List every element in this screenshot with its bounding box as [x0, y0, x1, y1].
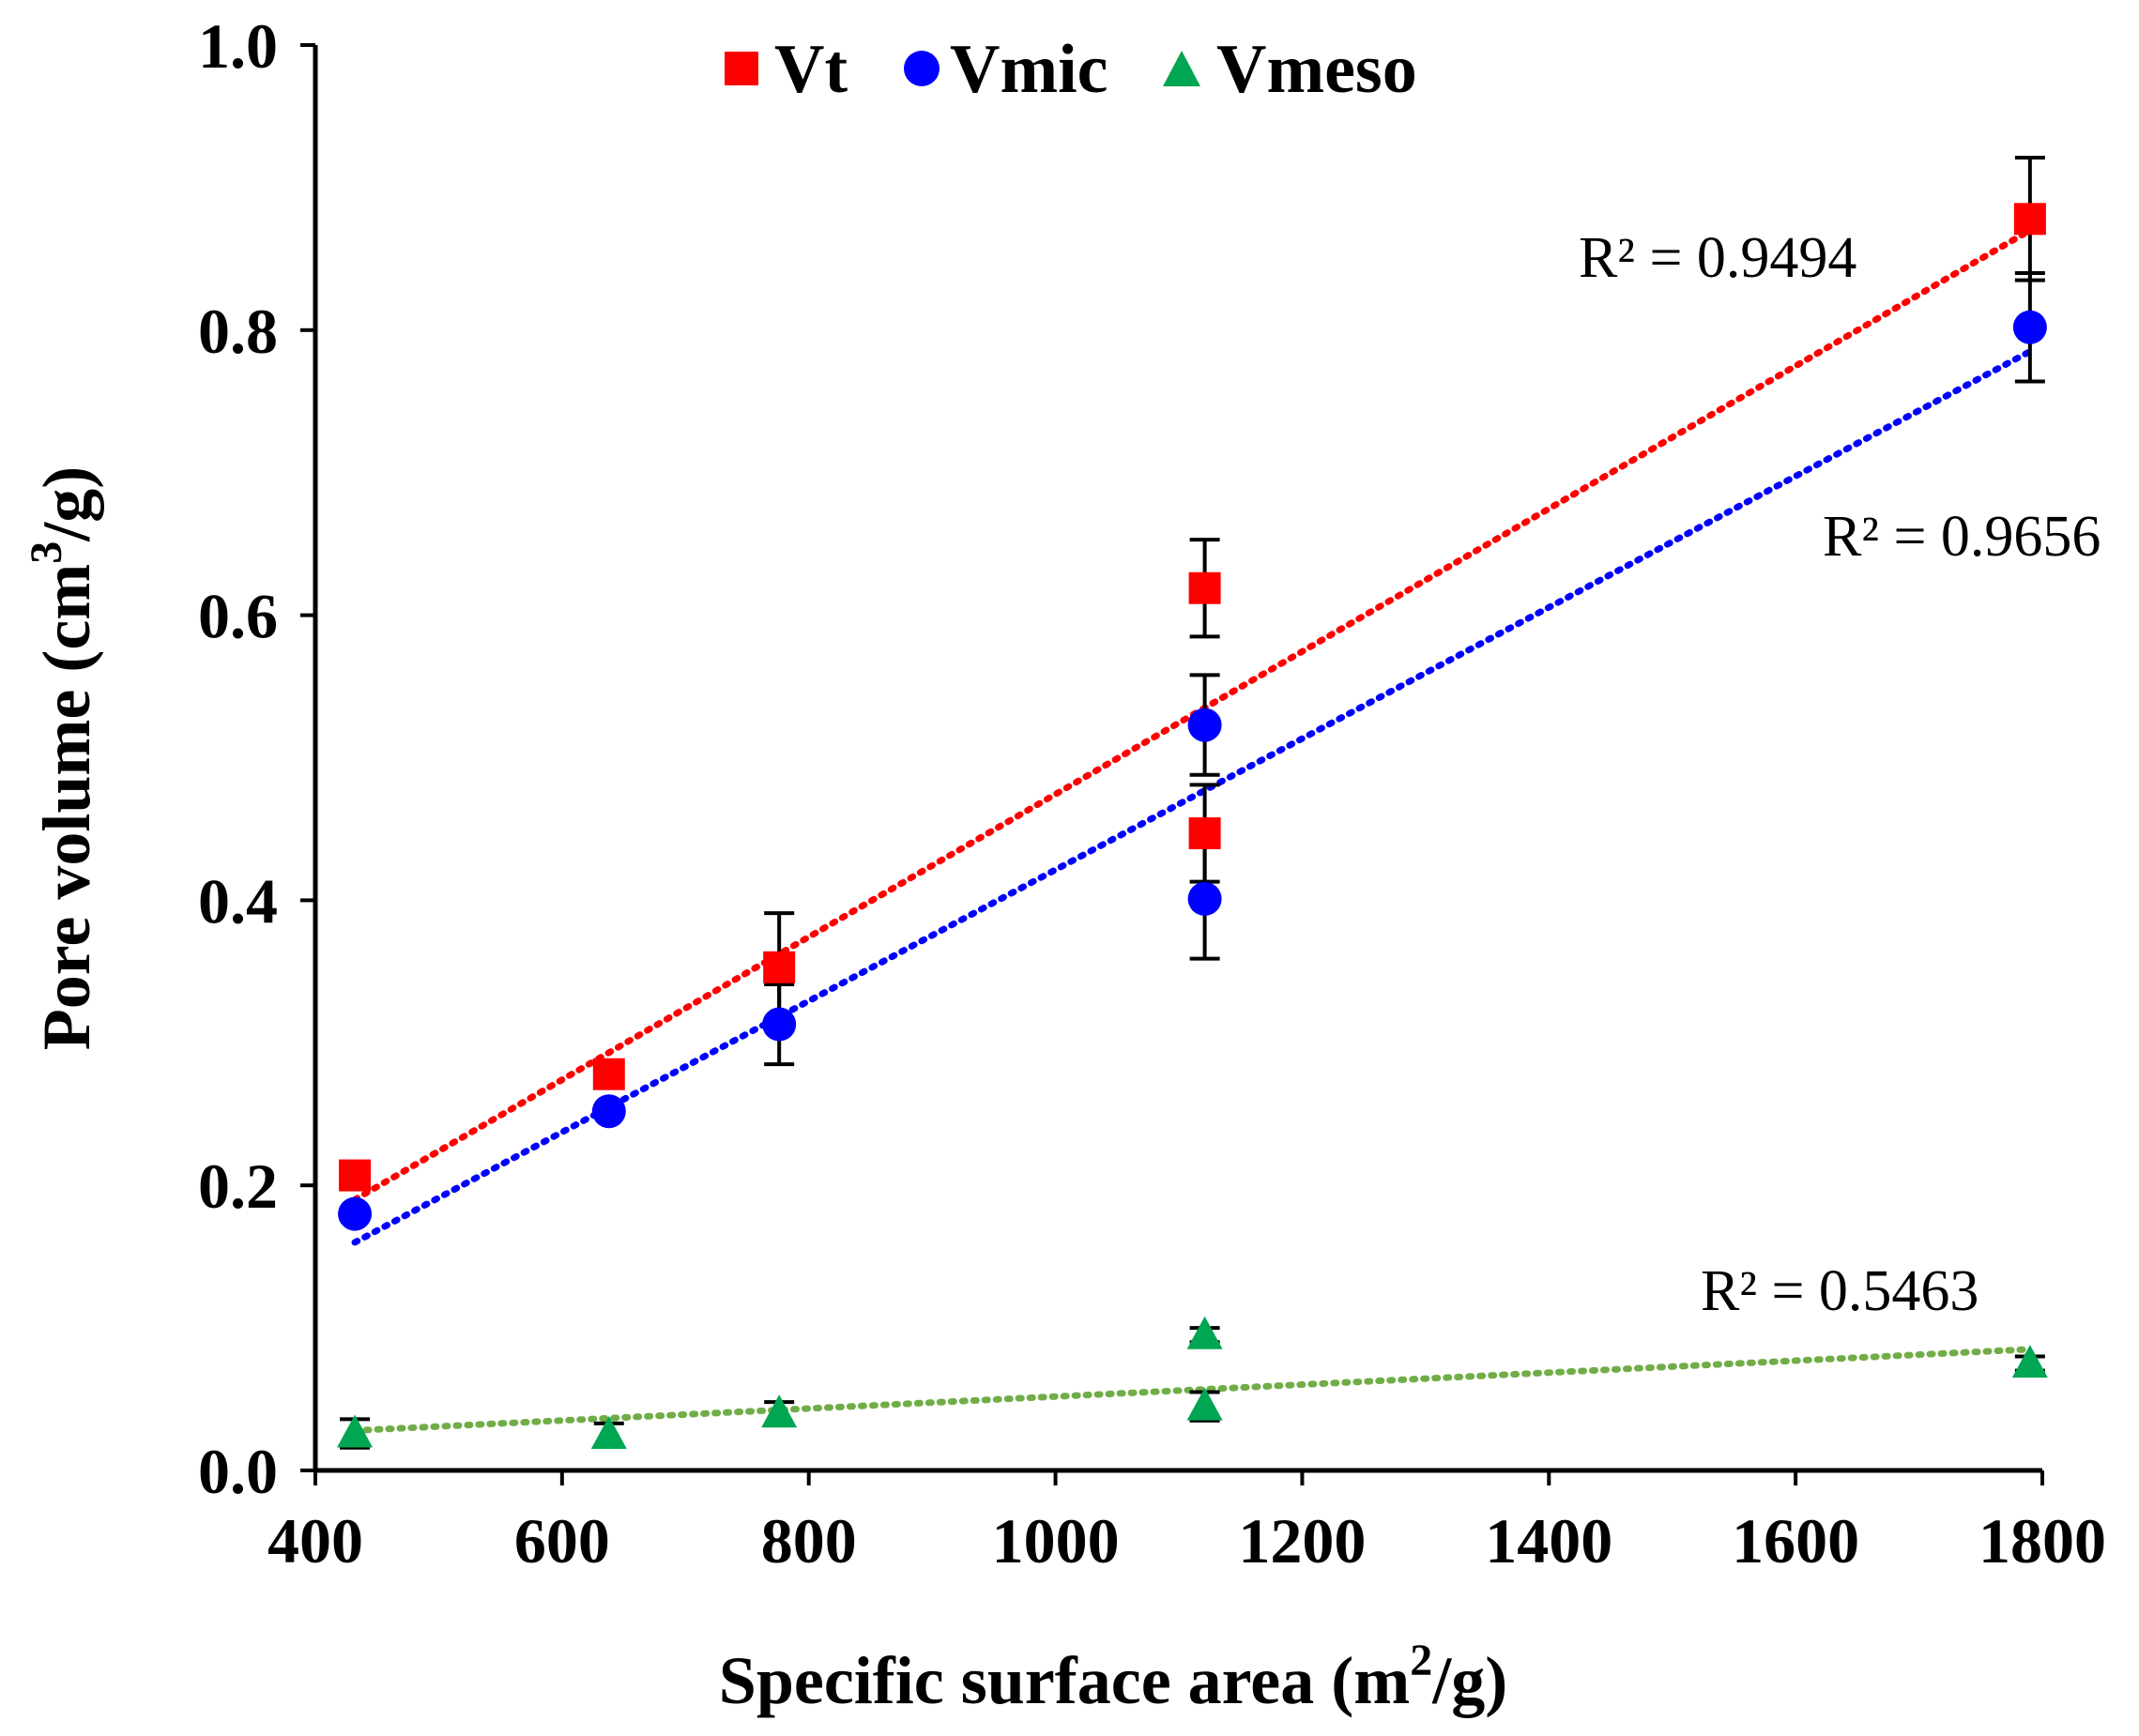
x-tick-label: 800: [761, 1505, 857, 1576]
legend-marker-vmic: [904, 51, 940, 86]
trendline-vmic: [351, 348, 2034, 1246]
point-vt: [1188, 571, 1221, 604]
ticks: [300, 43, 2044, 1485]
point-vmic: [591, 1094, 626, 1129]
axes: [313, 45, 2042, 1473]
y-tick-label: 0.6: [198, 581, 278, 652]
y-axis-title: Pore volume (cm3/g): [22, 466, 104, 1050]
legend-label-vmeso: Vmeso: [1216, 31, 1417, 108]
point-vt: [763, 951, 796, 983]
point-vmeso: [2011, 1345, 2048, 1378]
point-vmic: [1187, 881, 1222, 916]
error-bars: [340, 156, 2045, 1450]
point-vmic: [2012, 310, 2047, 344]
point-vmic: [1187, 708, 1222, 742]
x-axis-title: Specific surface area (m2/g): [719, 1636, 1507, 1718]
legend-marker-vmeso: [1163, 51, 1200, 86]
legend: Vt Vmic Vmeso: [725, 31, 1417, 108]
x-tick-label: 1000: [992, 1505, 1120, 1576]
y-tick-label: 0.0: [198, 1436, 278, 1507]
point-vt: [1188, 817, 1221, 850]
y-tick-label: 1.0: [198, 10, 278, 82]
x-tick-label: 1200: [1238, 1505, 1366, 1576]
y-tick-label: 0.2: [198, 1150, 278, 1222]
trendline-vmeso: [351, 1346, 2034, 1434]
point-vt: [2013, 203, 2046, 236]
data-markers: [337, 203, 2048, 1450]
point-vmeso: [1186, 1316, 1223, 1349]
legend-label-vt: Vt: [774, 31, 848, 108]
x-tick-label: 1600: [1732, 1505, 1859, 1576]
y-tick-label: 0.4: [198, 865, 278, 937]
x-tick-label: 1800: [1979, 1505, 2106, 1576]
point-vmeso: [337, 1414, 374, 1448]
x-tick-label: 600: [514, 1505, 610, 1576]
r2-label-vt: R² = 0.9494: [1579, 226, 1856, 290]
legend-marker-vt: [725, 52, 758, 85]
x-tick-label: 400: [267, 1505, 363, 1576]
point-vt: [339, 1159, 372, 1192]
r2-label-vmic: R² = 0.9656: [1823, 505, 2101, 569]
x-tick-label: 1400: [1485, 1505, 1612, 1576]
point-vmic: [338, 1196, 373, 1231]
point-vmeso: [761, 1394, 798, 1428]
tick-labels: 400 600 800 1000 1200 1400 1600 1800 0.0 0.2 0.4 0.…: [198, 10, 2106, 1576]
legend-label-vmic: Vmic: [950, 31, 1108, 108]
point-vmeso: [1186, 1387, 1223, 1421]
point-vt: [592, 1058, 625, 1090]
point-vmic: [762, 1007, 797, 1042]
y-tick-label: 0.8: [198, 296, 278, 367]
point-vmeso: [590, 1416, 627, 1450]
r2-label-vmeso: R² = 0.5463: [1701, 1259, 1979, 1323]
